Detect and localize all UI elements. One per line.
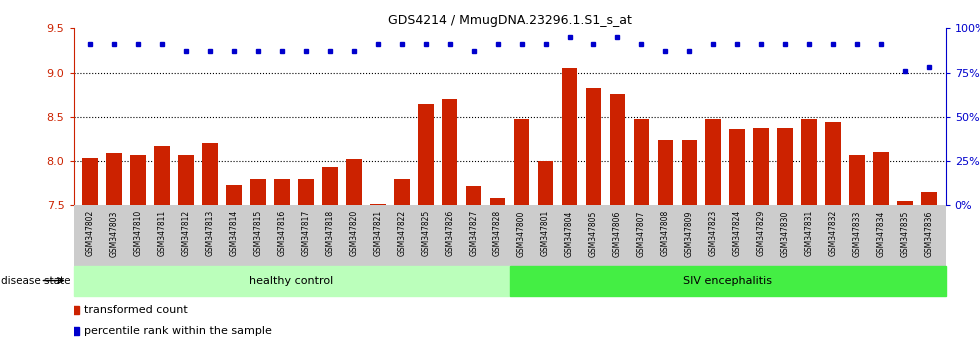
Text: disease state: disease state bbox=[1, 275, 71, 286]
Text: GSM347807: GSM347807 bbox=[637, 210, 646, 257]
Text: GSM347818: GSM347818 bbox=[325, 210, 334, 256]
Bar bbox=[274, 179, 290, 205]
Text: GSM347829: GSM347829 bbox=[757, 210, 765, 256]
Bar bbox=[346, 159, 362, 205]
Bar bbox=[562, 68, 577, 205]
Bar bbox=[74, 266, 510, 296]
Text: percentile rank within the sample: percentile rank within the sample bbox=[84, 326, 271, 336]
Bar bbox=[226, 185, 242, 205]
Bar bbox=[107, 153, 122, 205]
Text: GSM347806: GSM347806 bbox=[612, 210, 622, 257]
Text: transformed count: transformed count bbox=[84, 305, 188, 315]
Bar bbox=[202, 143, 218, 205]
Bar bbox=[729, 129, 745, 205]
Text: GDS4214 / MmugDNA.23296.1.S1_s_at: GDS4214 / MmugDNA.23296.1.S1_s_at bbox=[388, 14, 631, 27]
Bar bbox=[82, 158, 98, 205]
Bar bbox=[394, 179, 410, 205]
Text: healthy control: healthy control bbox=[250, 275, 333, 286]
Text: GSM347821: GSM347821 bbox=[373, 210, 382, 256]
Text: GSM347815: GSM347815 bbox=[254, 210, 263, 256]
Text: GSM347835: GSM347835 bbox=[901, 210, 909, 257]
Bar bbox=[610, 94, 625, 205]
Bar bbox=[777, 128, 793, 205]
Text: GSM347834: GSM347834 bbox=[876, 210, 886, 257]
Text: GSM347832: GSM347832 bbox=[828, 210, 838, 256]
Text: GSM347826: GSM347826 bbox=[445, 210, 454, 256]
Bar bbox=[322, 167, 338, 205]
Bar bbox=[417, 103, 433, 205]
Text: GSM347836: GSM347836 bbox=[924, 210, 933, 257]
Bar bbox=[466, 186, 481, 205]
Bar bbox=[510, 266, 946, 296]
Bar bbox=[681, 140, 697, 205]
Text: GSM347827: GSM347827 bbox=[469, 210, 478, 256]
Text: GSM347833: GSM347833 bbox=[853, 210, 861, 257]
Text: GSM347805: GSM347805 bbox=[589, 210, 598, 257]
Text: GSM347814: GSM347814 bbox=[229, 210, 238, 256]
Text: GSM347802: GSM347802 bbox=[86, 210, 95, 256]
Bar bbox=[514, 119, 529, 205]
Bar bbox=[825, 122, 841, 205]
Bar bbox=[850, 155, 864, 205]
Text: GSM347810: GSM347810 bbox=[133, 210, 143, 256]
Text: GSM347825: GSM347825 bbox=[421, 210, 430, 256]
Bar bbox=[586, 87, 602, 205]
Bar bbox=[250, 179, 266, 205]
Bar bbox=[802, 119, 817, 205]
Text: GSM347831: GSM347831 bbox=[805, 210, 813, 256]
Text: SIV encephalitis: SIV encephalitis bbox=[683, 275, 772, 286]
Bar bbox=[658, 140, 673, 205]
Bar bbox=[370, 204, 385, 205]
Text: GSM347804: GSM347804 bbox=[565, 210, 574, 257]
Text: GSM347824: GSM347824 bbox=[733, 210, 742, 256]
Bar bbox=[155, 146, 170, 205]
Text: GSM347817: GSM347817 bbox=[302, 210, 311, 256]
Bar bbox=[873, 152, 889, 205]
Text: GSM347811: GSM347811 bbox=[158, 210, 167, 256]
Bar bbox=[897, 201, 912, 205]
Text: GSM347803: GSM347803 bbox=[110, 210, 119, 257]
Text: GSM347816: GSM347816 bbox=[277, 210, 286, 256]
Bar bbox=[754, 128, 769, 205]
Bar bbox=[706, 119, 721, 205]
Text: GSM347813: GSM347813 bbox=[206, 210, 215, 256]
Bar bbox=[921, 192, 937, 205]
Text: GSM347822: GSM347822 bbox=[397, 210, 407, 256]
Bar bbox=[298, 179, 314, 205]
Text: GSM347820: GSM347820 bbox=[349, 210, 359, 256]
Bar bbox=[442, 99, 458, 205]
Text: GSM347800: GSM347800 bbox=[517, 210, 526, 257]
Bar bbox=[178, 155, 194, 205]
Text: GSM347830: GSM347830 bbox=[781, 210, 790, 257]
Bar bbox=[634, 119, 649, 205]
Bar bbox=[490, 198, 506, 205]
Bar bbox=[130, 155, 146, 205]
Text: GSM347801: GSM347801 bbox=[541, 210, 550, 256]
Text: GSM347812: GSM347812 bbox=[181, 210, 191, 256]
Text: GSM347828: GSM347828 bbox=[493, 210, 502, 256]
Text: GSM347823: GSM347823 bbox=[709, 210, 717, 256]
Text: GSM347809: GSM347809 bbox=[685, 210, 694, 257]
Bar bbox=[538, 161, 554, 205]
Text: GSM347808: GSM347808 bbox=[661, 210, 670, 256]
